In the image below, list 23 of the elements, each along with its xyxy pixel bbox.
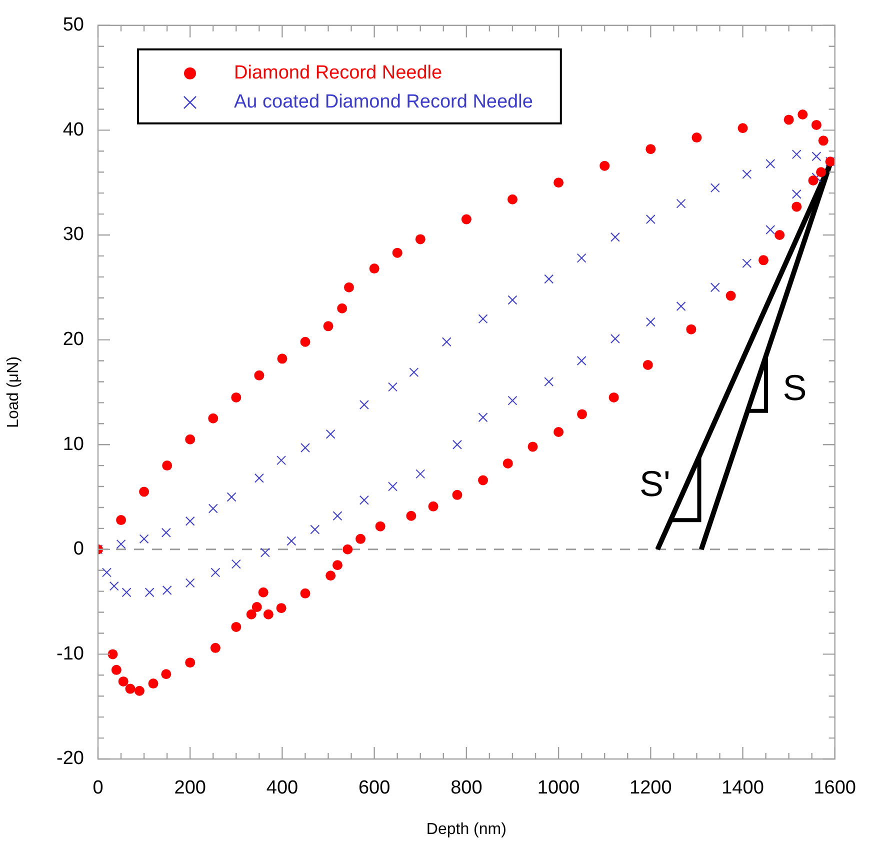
legend-label: Au coated Diamond Record Needle — [234, 92, 533, 113]
y-tick-label: 0 — [73, 538, 84, 560]
y-tick-label: -10 — [56, 643, 84, 664]
x-tick-label: 0 — [92, 778, 104, 799]
x-tick-label: 400 — [266, 778, 298, 799]
legend-label: Diamond Record Needle — [234, 62, 442, 84]
y-tick-label: 20 — [62, 329, 84, 350]
y-axis-title: Load (μN) — [5, 356, 22, 428]
x-tick-label: 1400 — [722, 778, 764, 799]
x-tick-label: 1200 — [630, 778, 672, 799]
x-tick-label: 200 — [174, 778, 206, 799]
x-tick-label: 1600 — [814, 778, 856, 799]
x-tick-label: 1000 — [537, 778, 580, 799]
y-tick-label: 30 — [62, 224, 84, 246]
x-tick-label: 600 — [358, 778, 390, 799]
y-tick-label: -20 — [56, 748, 84, 770]
annotation: S — [782, 367, 807, 408]
annotation: S' — [640, 462, 670, 504]
y-tick-label: 40 — [62, 119, 84, 140]
y-tick-label: 50 — [62, 14, 84, 36]
x-tick-label: 800 — [450, 778, 482, 799]
x-axis-title: Depth (nm) — [426, 820, 506, 838]
y-tick-label: 10 — [62, 434, 84, 455]
